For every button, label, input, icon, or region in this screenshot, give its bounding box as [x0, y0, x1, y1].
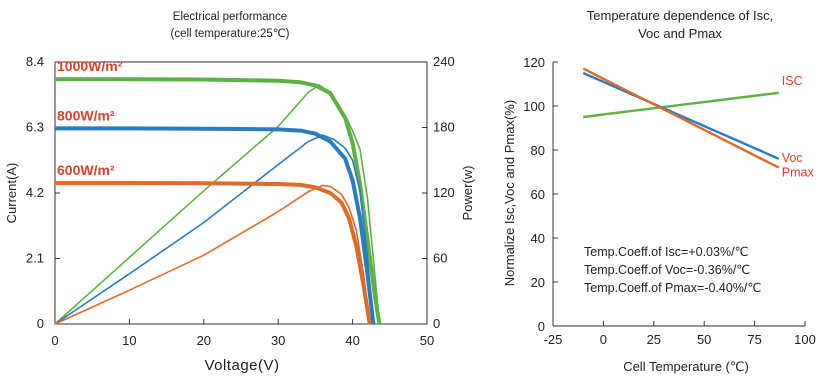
chart-title: Electrical performance	[173, 11, 287, 23]
power-curve-800w-m	[54, 134, 375, 325]
temp-line-isc	[583, 91, 779, 119]
temp-coeff-isc: Temp.Coeff.of Isc=+0.03%/℃	[584, 245, 749, 259]
x-tick-label: 10	[122, 333, 136, 348]
power-curve-600w-m	[54, 184, 371, 325]
x-tick-label: 75	[747, 332, 761, 347]
y-tick-label: 120	[523, 55, 545, 70]
series-label-voc: Voc	[782, 151, 803, 165]
electrical-performance-chart: Electrical performance (cell temperature…	[4, 11, 475, 374]
y-tick-label: 0	[37, 316, 44, 331]
x-axis-label: Cell Temperature (℃)	[623, 359, 749, 374]
x-tick-label: 25	[647, 332, 661, 347]
temp-line-voc	[582, 71, 780, 160]
x-tick-label: 50	[420, 333, 434, 348]
temperature-dependence-chart: Temperature dependence of Isc, Voc and P…	[502, 8, 816, 374]
current-curve-1000w-m	[55, 77, 382, 325]
y-tick-label: 4.2	[26, 185, 44, 200]
irradiance-label-600w-m: 600W/m²	[57, 162, 115, 178]
y2-tick-label: 0	[433, 316, 440, 331]
y2-tick-label: 60	[433, 251, 447, 266]
y-tick-label: 6.3	[26, 120, 44, 135]
current-curve-800w-m	[55, 126, 376, 325]
temp-coeff-voc: Temp.Coeff.of Voc=-0.36%/℃	[584, 263, 750, 277]
y2-tick-label: 240	[433, 54, 455, 69]
y2-tick-label: 180	[433, 120, 455, 135]
chart-title: Temperature dependence of Isc,	[587, 8, 773, 23]
y-axis-label: Normalize Isc,Voc and Pmax(%)	[502, 100, 517, 286]
chart-subtitle: (cell temperature:25℃)	[170, 28, 289, 40]
x-tick-label: 30	[271, 333, 285, 348]
y-tick-label: 80	[531, 143, 545, 158]
x-tick-label: 20	[197, 333, 211, 348]
x-axis-label: Voltage(V)	[204, 357, 279, 374]
x-tick-label: 100	[794, 332, 816, 347]
y-axis-label: Current(A)	[4, 163, 19, 224]
x-tick-label: 0	[51, 333, 58, 348]
y2-axis-label: Power(w)	[460, 166, 475, 221]
y-tick-label: 100	[523, 99, 545, 114]
y2-tick-label: 120	[433, 185, 455, 200]
irradiance-label-800w-m: 800W/m²	[57, 107, 115, 123]
series-label-pmax: Pmax	[782, 166, 815, 180]
temp-coeff-pmax: Temp.Coeff.of Pmax=-0.40%/℃	[584, 281, 761, 295]
y-tick-label: 2.1	[26, 251, 44, 266]
x-tick-label: -25	[544, 332, 563, 347]
y-tick-label: 0	[538, 319, 545, 334]
y-tick-label: 40	[531, 231, 545, 246]
temp-line-pmax	[582, 67, 780, 169]
y-tick-label: 8.4	[26, 54, 44, 69]
x-tick-label: 50	[697, 332, 711, 347]
x-tick-label: 0	[600, 332, 607, 347]
y-tick-label: 60	[531, 187, 545, 202]
y-tick-label: 20	[531, 275, 545, 290]
series-label-isc: ISC	[782, 74, 803, 88]
current-curve-600w-m	[55, 181, 372, 325]
x-tick-label: 40	[345, 333, 359, 348]
chart-title-line2: Voc and Pmax	[638, 26, 722, 41]
irradiance-label-1000w-m: 1000W/m²	[57, 58, 123, 74]
